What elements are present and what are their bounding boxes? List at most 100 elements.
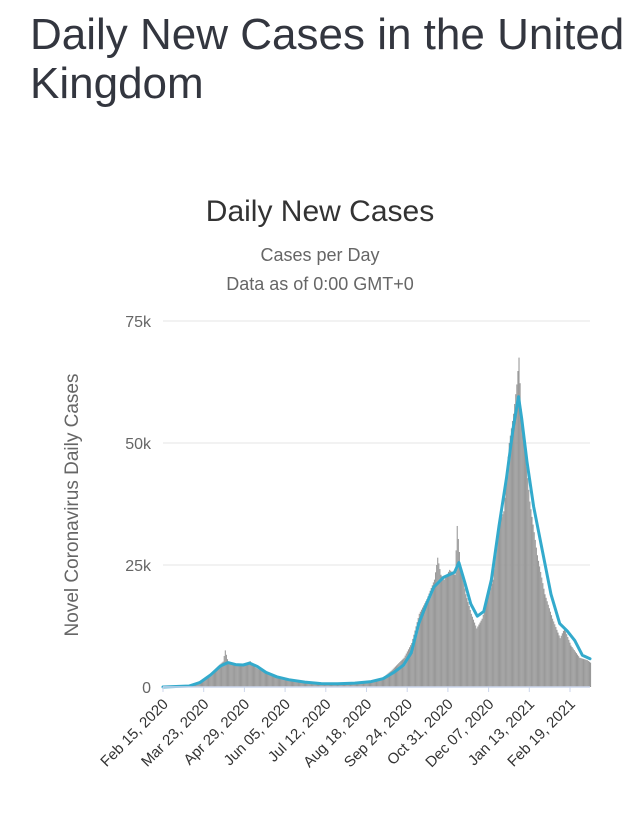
y-tick-label: 50k [125, 436, 152, 453]
daily-cases-bar [327, 683, 329, 687]
daily-cases-bar [432, 582, 434, 687]
daily-cases-bar [480, 620, 482, 687]
daily-cases-bar [415, 626, 417, 687]
daily-cases-bar [422, 607, 424, 687]
daily-cases-bar [397, 664, 399, 687]
page-title: Daily New Cases in the United Kingdom [30, 10, 625, 108]
daily-cases-bar [209, 674, 211, 687]
daily-cases-bar [243, 664, 245, 687]
daily-cases-bar [487, 599, 489, 687]
daily-cases-bar [502, 514, 504, 687]
daily-cases-bar [410, 645, 412, 687]
daily-cases-bar [407, 649, 410, 687]
daily-cases-bar [515, 394, 517, 687]
daily-cases-bar [509, 435, 511, 687]
daily-cases-bar [264, 672, 266, 687]
daily-cases-bar [424, 603, 426, 687]
bar-series [164, 357, 592, 687]
daily-cases-bar [205, 677, 207, 687]
daily-cases-bar [554, 624, 556, 687]
daily-cases-bar [218, 665, 220, 687]
daily-cases-bar [472, 619, 475, 687]
chart-title: Daily New Cases [206, 195, 434, 228]
daily-cases-bar [340, 683, 342, 687]
daily-cases-bar [252, 664, 255, 687]
daily-cases-bar [345, 683, 347, 687]
daily-cases-bar [338, 683, 340, 687]
daily-cases-bar [580, 658, 582, 687]
daily-cases-bar [354, 682, 356, 687]
daily-cases-bar [208, 674, 210, 687]
daily-cases-bar [439, 569, 441, 687]
daily-cases-bar [426, 599, 428, 687]
daily-cases-bar [369, 681, 372, 687]
daily-cases-bar [543, 588, 545, 687]
daily-cases-bar [497, 525, 499, 687]
daily-cases-bar [575, 653, 577, 687]
daily-cases-bar [427, 596, 429, 687]
daily-cases-bar [210, 673, 212, 687]
daily-cases-bar [299, 681, 301, 687]
daily-cases-bar [244, 663, 246, 687]
daily-cases-bar [413, 634, 415, 687]
daily-cases-bar [559, 638, 561, 687]
daily-cases-bar [316, 683, 318, 687]
daily-cases-bar [383, 677, 385, 687]
daily-cases-bar [322, 684, 324, 687]
daily-cases-bar [288, 679, 290, 687]
daily-cases-bar [549, 611, 551, 687]
daily-cases-bar [300, 681, 302, 687]
daily-cases-bar [435, 572, 437, 687]
daily-cases-bar [310, 682, 312, 687]
daily-cases-bar [523, 443, 525, 687]
y-tick-label: 75k [125, 314, 152, 331]
daily-cases-bar [366, 681, 368, 687]
daily-cases-bar [438, 563, 440, 687]
daily-cases-bar [468, 605, 470, 687]
daily-cases-bar [567, 636, 569, 687]
daily-cases-bar [304, 682, 307, 687]
daily-cases-bar [442, 578, 444, 687]
daily-cases-bar [417, 617, 419, 687]
daily-cases-bar [478, 624, 480, 687]
daily-cases-bar [562, 630, 564, 687]
daily-cases-bar [586, 660, 588, 687]
daily-cases-bar [200, 680, 203, 687]
daily-cases-bar [398, 663, 400, 687]
daily-cases-bar [405, 653, 407, 687]
daily-cases-bar [350, 683, 352, 687]
daily-cases-bar [226, 659, 229, 687]
daily-cases-bar [387, 673, 389, 687]
daily-cases-bar [311, 682, 313, 687]
daily-cases-bar [584, 659, 586, 687]
daily-cases-bar [560, 635, 562, 687]
daily-cases-bar [518, 357, 520, 687]
daily-cases-bar [479, 622, 481, 687]
daily-cases-bar [221, 662, 223, 687]
daily-cases-bar [362, 682, 364, 687]
daily-cases-bar [284, 679, 286, 687]
daily-cases-bar [477, 626, 479, 687]
daily-cases-bar [254, 666, 256, 687]
daily-cases-bar [446, 573, 449, 687]
daily-cases-bar [328, 683, 330, 687]
daily-cases-bar [451, 571, 453, 687]
daily-cases-bar [309, 682, 311, 687]
daily-cases-bar [267, 673, 269, 687]
daily-cases-bar [403, 657, 405, 687]
daily-cases-bar [278, 677, 281, 687]
daily-cases-bar [388, 672, 390, 687]
daily-cases-bar [320, 683, 322, 687]
daily-cases-bar [307, 682, 309, 687]
daily-cases-bar [465, 594, 467, 687]
daily-new-cases-chart: Daily New Cases Cases per Day Data as of… [62, 195, 592, 771]
daily-cases-bar [314, 683, 316, 687]
daily-cases-bar [573, 650, 575, 687]
daily-cases-bar [582, 658, 584, 687]
daily-cases-bar [375, 680, 377, 687]
daily-cases-bar [393, 667, 395, 687]
daily-cases-bar [256, 668, 258, 687]
daily-cases-bar [317, 683, 320, 687]
daily-cases-bar [537, 560, 540, 687]
daily-cases-bar [425, 601, 427, 687]
